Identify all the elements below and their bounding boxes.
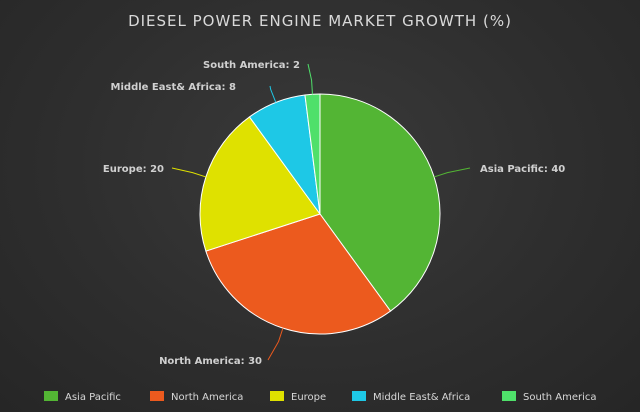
legend-item-north-america[interactable]: North America [150, 391, 243, 403]
data-label-middle-east-africa: Middle East& Africa: 8 [111, 82, 237, 93]
legend-swatch-asia-pacific [44, 391, 58, 401]
legend-swatch-middle-east-africa [352, 391, 366, 401]
pie-slice-europe [199, 116, 321, 252]
leader-line-asia-pacific [433, 167, 471, 178]
leader-line-europe [171, 167, 207, 178]
leader-line-north-america [267, 327, 284, 361]
leader-line-south-america [307, 63, 313, 95]
legend-item-middle-east-africa[interactable]: Middle East& Africa [352, 391, 470, 403]
label-leader-lines [171, 63, 471, 361]
leader-line-middle-east-africa [269, 85, 277, 103]
legend-item-south-america[interactable]: South America [502, 391, 597, 403]
pie-slice-asia-pacific [319, 93, 441, 312]
data-label-europe: Europe: 20 [103, 164, 164, 175]
legend-label-europe: Europe [291, 392, 326, 403]
legend-swatch-north-america [150, 391, 164, 401]
legend-swatch-south-america [502, 391, 516, 401]
legend-item-europe[interactable]: Europe [270, 391, 326, 403]
pie-slice-north-america [205, 213, 392, 335]
legend-item-asia-pacific[interactable]: Asia Pacific [44, 391, 121, 403]
legend: Asia Pacific North America Europe Middle Ea… [44, 391, 597, 403]
data-label-asia-pacific: Asia Pacific: 40 [480, 164, 565, 175]
legend-swatch-europe [270, 391, 284, 401]
chart-title: DIESEL POWER ENGINE MARKET GROWTH (%) [128, 12, 512, 30]
data-label-south-america: South America: 2 [203, 60, 300, 71]
pie-slices [199, 93, 441, 335]
data-labels: Asia Pacific: 40 North America: 30 Europe:… [103, 60, 565, 367]
legend-label-north-america: North America [171, 392, 243, 403]
legend-label-asia-pacific: Asia Pacific [65, 392, 121, 403]
legend-label-middle-east-africa: Middle East& Africa [373, 392, 470, 403]
legend-label-south-america: South America [523, 392, 597, 403]
data-label-north-america: North America: 30 [159, 356, 262, 367]
